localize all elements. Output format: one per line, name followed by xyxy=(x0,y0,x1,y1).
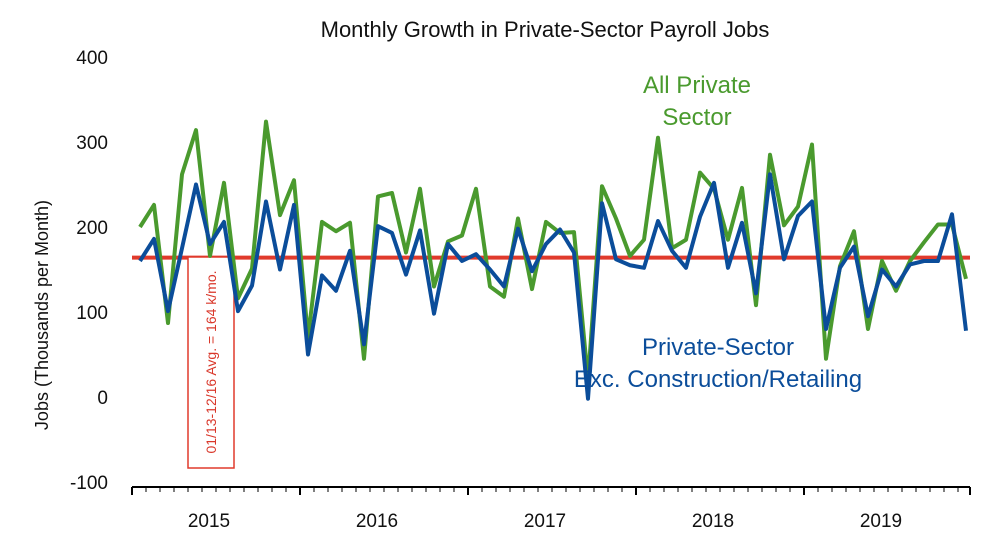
y-tick-label: 0 xyxy=(97,388,108,409)
y-tick-label: 200 xyxy=(76,218,108,239)
average-label-box xyxy=(187,256,235,469)
x-tick-label: 2018 xyxy=(692,511,734,532)
y-tick-label: 100 xyxy=(76,303,108,324)
chart-title: Monthly Growth in Private-Sector Payroll… xyxy=(321,17,770,42)
x-tick-label: 2016 xyxy=(356,511,398,532)
series-lines xyxy=(138,119,968,401)
y-tick-labels: 400 300 200 100 0 -100 xyxy=(70,48,108,494)
series-label-all-private: All Private xyxy=(643,72,751,99)
series-line-all-private xyxy=(138,119,968,382)
series-line-exc-construction-retailing xyxy=(138,172,968,401)
series-label-exc-construction-retailing: Exc. Construction/Retailing xyxy=(574,366,862,393)
average-reference: 01/13-12/16 Avg. = 164 k/mo. xyxy=(132,255,970,469)
x-tick-label: 2015 xyxy=(188,511,230,532)
series-labels: All Private Sector Private-Sector Exc. Cons… xyxy=(574,72,862,393)
x-axis: 2015 2016 2017 2018 2019 xyxy=(131,486,971,532)
y-tick-label: 300 xyxy=(76,133,108,154)
y-axis-label: Jobs (Thousands per Month) xyxy=(32,200,52,430)
x-tick-label: 2019 xyxy=(860,511,902,532)
average-label: 01/13-12/16 Avg. = 164 k/mo. xyxy=(203,270,219,453)
x-tick-label: 2017 xyxy=(524,511,566,532)
series-label-all-private: Sector xyxy=(662,104,731,131)
y-tick-label: -100 xyxy=(70,473,108,494)
y-tick-label: 400 xyxy=(76,48,108,69)
series-label-exc-construction-retailing: Private-Sector xyxy=(642,334,794,361)
